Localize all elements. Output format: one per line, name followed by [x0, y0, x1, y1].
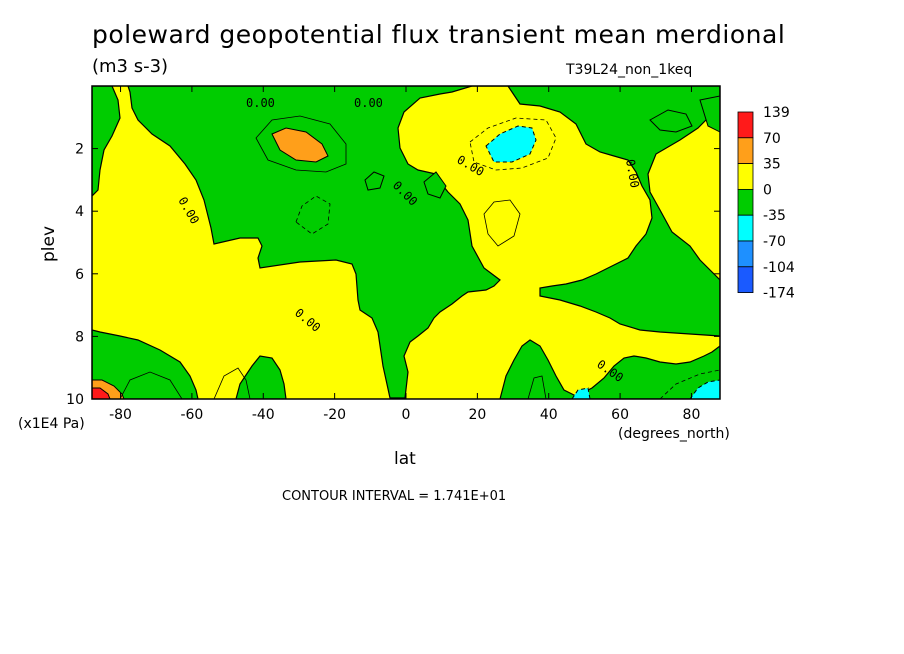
- x-tick-label: 40: [540, 407, 558, 423]
- chart-title: poleward geopotential flux transient mea…: [92, 20, 786, 49]
- colorbar-swatch: [737, 163, 754, 190]
- x-tick-label: -20: [323, 407, 346, 423]
- y-axis: 2 4 6 8 10: [66, 142, 720, 408]
- run-label: T39L24_non_1keq: [566, 62, 693, 78]
- contour-interval: CONTOUR INTERVAL = 1.741E+01: [282, 489, 507, 504]
- positive-maximum: [271, 127, 329, 163]
- contour-fill: [92, 86, 720, 399]
- colorbar-swatch: [737, 240, 754, 268]
- y-tick-label: 6: [75, 267, 84, 283]
- colorbar-swatch: [737, 266, 754, 293]
- negative-region: [364, 171, 385, 191]
- x-tick-label: 80: [683, 407, 701, 423]
- colorbar-label: -104: [763, 260, 795, 276]
- y-axis-label: plev: [39, 226, 59, 262]
- colorbar-swatch: [737, 137, 754, 165]
- y-units: (x1E4 Pa): [18, 416, 85, 432]
- colorbar-label: 70: [763, 131, 781, 147]
- colorbar-label: 139: [763, 105, 790, 121]
- colorbar: 139 70 35 0 -35 -70 -104 -174: [737, 105, 795, 302]
- contour-label: 0.00: [354, 96, 383, 110]
- negative-region: [499, 339, 720, 399]
- x-axis: -80 -60 -40 -20 0 20 40 60 80: [109, 86, 700, 423]
- chart-units: (m3 s-3): [92, 56, 169, 77]
- negative-minimum: [689, 379, 720, 399]
- negative-region: [235, 355, 287, 399]
- negative-minimum: [571, 387, 591, 399]
- negative-region: [699, 95, 720, 133]
- colorbar-swatch: [737, 111, 754, 139]
- y-tick-label: 8: [75, 329, 84, 345]
- positive-maximum: [92, 387, 111, 399]
- x-units: (degrees_north): [618, 426, 730, 442]
- y-tick-label: 2: [75, 142, 84, 158]
- colorbar-label: -174: [763, 286, 795, 302]
- x-tick-label: 20: [468, 407, 486, 423]
- x-tick-label: -80: [109, 407, 132, 423]
- x-tick-label: -60: [180, 407, 203, 423]
- x-tick-label: 60: [611, 407, 629, 423]
- negative-region: [649, 109, 693, 133]
- x-tick-label: 0: [402, 407, 411, 423]
- negative-minimum: [485, 125, 537, 163]
- x-axis-label: lat: [394, 449, 416, 469]
- colorbar-label: 0: [763, 182, 772, 198]
- negative-region: [472, 86, 720, 337]
- negative-region: [127, 86, 501, 399]
- contour-label: 0.00: [623, 158, 642, 189]
- colorbar-swatch: [737, 214, 754, 242]
- y-tick-label: 4: [75, 204, 84, 220]
- contour-label: 0.00: [246, 96, 275, 110]
- colorbar-label: -70: [763, 234, 786, 250]
- colorbar-swatch: [737, 188, 754, 216]
- colorbar-label: 35: [763, 157, 781, 173]
- negative-region: [92, 86, 121, 197]
- negative-region: [423, 171, 447, 199]
- x-tick-label: -40: [252, 407, 275, 423]
- y-tick-label: 10: [66, 392, 84, 408]
- colorbar-label: -35: [763, 208, 786, 224]
